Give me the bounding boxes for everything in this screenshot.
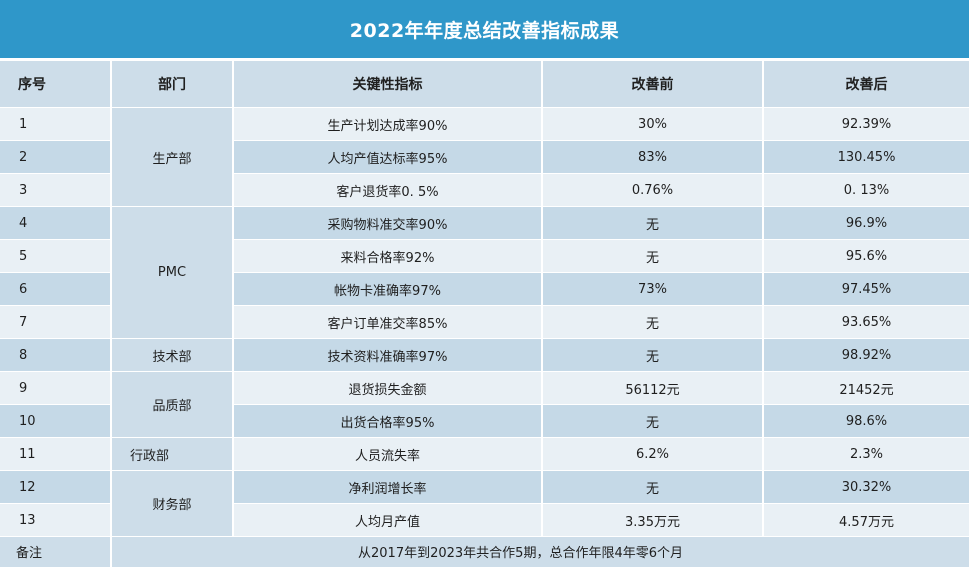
before-cell: 83%: [542, 140, 764, 174]
after-cell: 21452元: [763, 371, 969, 405]
header-before: 改善前: [542, 58, 764, 108]
after-cell: 130.45%: [763, 140, 969, 174]
header-after: 改善后: [763, 58, 969, 108]
header-no: 序号: [0, 58, 112, 108]
dept-cell: 生产部: [111, 107, 234, 207]
table-row: 2 人均产值达标率95% 83% 130.45%: [0, 140, 969, 174]
after-cell: 97.45%: [763, 272, 969, 306]
report-title: 2022年年度总结改善指标成果: [0, 0, 969, 58]
after-cell: 4.57万元: [763, 503, 969, 537]
header-dept: 部门: [111, 58, 234, 108]
kpi-cell: 出货合格率95%: [233, 404, 543, 438]
row-no: 12: [0, 470, 112, 504]
row-no: 2: [0, 140, 112, 174]
row-no: 10: [0, 404, 112, 438]
kpi-cell: 技术资料准确率97%: [233, 338, 543, 372]
dept-cell: PMC: [111, 206, 234, 339]
before-cell: 无: [542, 206, 764, 240]
dept-cell: 技术部: [111, 338, 234, 372]
kpi-cell: 退货损失金额: [233, 371, 543, 405]
kpi-cell: 人均产值达标率95%: [233, 140, 543, 174]
table-row: 12 财务部 净利润增长率 无 30.32%: [0, 470, 969, 537]
before-cell: 无: [542, 470, 764, 504]
dept-cell: 财务部: [111, 470, 234, 537]
note-label: 备注: [0, 536, 112, 568]
before-cell: 无: [542, 404, 764, 438]
row-no: 3: [0, 173, 112, 207]
header-kpi: 关键性指标: [233, 58, 543, 108]
before-cell: 56112元: [542, 371, 764, 405]
dept-cell: 品质部: [111, 371, 234, 438]
table-row: 4 PMC 采购物料准交率90% 无 96.9%: [0, 206, 969, 339]
kpi-cell: 来料合格率92%: [233, 239, 543, 273]
row-no: 6: [0, 272, 112, 306]
kpi-cell: 净利润增长率: [233, 470, 543, 504]
kpi-cell: 生产计划达成率90%: [233, 107, 543, 141]
kpi-cell: 客户订单准交率85%: [233, 305, 543, 339]
before-cell: 73%: [542, 272, 764, 306]
before-cell: 30%: [542, 107, 764, 141]
before-cell: 3.35万元: [542, 503, 764, 537]
after-cell: 0. 13%: [763, 173, 969, 207]
note-row: 备注 从2017年到2023年共合作5期，总合作年限4年零6个月: [0, 536, 969, 568]
table-row: 5 来料合格率92% 无 95.6%: [0, 239, 969, 273]
table-row: 8 技术部 技术资料准确率97% 无 98.92%: [0, 338, 969, 372]
table-row: 1 生产部 生产计划达成率90% 30% 92.39%: [0, 107, 969, 207]
table-row: 9 品质部 退货损失金额 56112元 21452元: [0, 371, 969, 438]
row-no: 4: [0, 206, 112, 240]
row-no: 9: [0, 371, 112, 405]
table-row: 7 客户订单准交率85% 无 93.65%: [0, 305, 969, 339]
note-text: 从2017年到2023年共合作5期，总合作年限4年零6个月: [111, 536, 969, 568]
row-no: 7: [0, 305, 112, 339]
after-cell: 98.6%: [763, 404, 969, 438]
row-no: 13: [0, 503, 112, 537]
kpi-cell: 帐物卡准确率97%: [233, 272, 543, 306]
after-cell: 93.65%: [763, 305, 969, 339]
kpi-cell: 人均月产值: [233, 503, 543, 537]
kpi-table: 序号 部门 关键性指标 改善前 改善后 1 生产部 生产计划达成率90% 30%…: [0, 58, 969, 568]
after-cell: 98.92%: [763, 338, 969, 372]
dept-cell: 行政部: [111, 437, 234, 471]
after-cell: 95.6%: [763, 239, 969, 273]
after-cell: 30.32%: [763, 470, 969, 504]
table-row: 6 帐物卡准确率97% 73% 97.45%: [0, 272, 969, 306]
row-no: 8: [0, 338, 112, 372]
table-row: 10 出货合格率95% 无 98.6%: [0, 404, 969, 438]
after-cell: 96.9%: [763, 206, 969, 240]
row-no: 11: [0, 437, 112, 471]
before-cell: 无: [542, 239, 764, 273]
before-cell: 无: [542, 338, 764, 372]
kpi-cell: 客户退货率0. 5%: [233, 173, 543, 207]
table-row: 11 行政部 人员流失率 6.2% 2.3%: [0, 437, 969, 471]
table-row: 13 人均月产值 3.35万元 4.57万元: [0, 503, 969, 537]
table-header-row: 序号 部门 关键性指标 改善前 改善后: [0, 58, 969, 108]
table-row: 3 客户退货率0. 5% 0.76% 0. 13%: [0, 173, 969, 207]
before-cell: 6.2%: [542, 437, 764, 471]
after-cell: 2.3%: [763, 437, 969, 471]
before-cell: 无: [542, 305, 764, 339]
after-cell: 92.39%: [763, 107, 969, 141]
row-no: 5: [0, 239, 112, 273]
before-cell: 0.76%: [542, 173, 764, 207]
kpi-cell: 采购物料准交率90%: [233, 206, 543, 240]
row-no: 1: [0, 107, 112, 141]
kpi-cell: 人员流失率: [233, 437, 543, 471]
